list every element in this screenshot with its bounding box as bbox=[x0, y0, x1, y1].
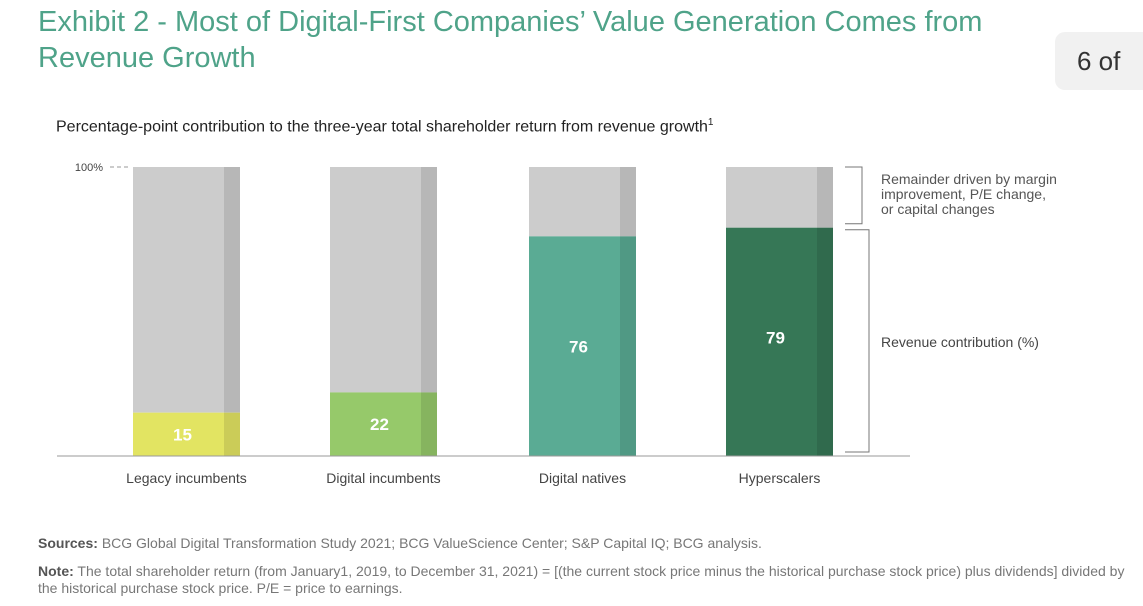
bracket-remainder bbox=[845, 166, 863, 225]
bar-remainder bbox=[330, 167, 437, 393]
bar-revenue bbox=[330, 392, 437, 456]
category-label: Digital natives bbox=[539, 470, 626, 486]
data-label: 76 bbox=[569, 337, 588, 356]
bar-revenue bbox=[726, 227, 833, 456]
data-label: 15 bbox=[173, 425, 192, 444]
stacked-bar-chart: 100% 15 Legacy incumbents 22 Digital incumbe… bbox=[57, 162, 1057, 486]
bar-remainder-shade bbox=[817, 167, 833, 228]
category-label: Digital incumbents bbox=[326, 470, 440, 486]
bar-remainder-shade bbox=[620, 167, 636, 237]
note-text: The total shareholder return (from Janua… bbox=[38, 563, 1125, 596]
data-label: 22 bbox=[370, 415, 389, 434]
bar-revenue bbox=[529, 236, 636, 456]
bar-revenue bbox=[133, 412, 240, 456]
chart-title-footnote: 1 bbox=[707, 117, 714, 128]
bar-remainder bbox=[133, 167, 240, 413]
category-label: Legacy incumbents bbox=[126, 470, 247, 486]
bar-revenue-shade bbox=[817, 227, 833, 456]
legend-remainder-line: Remainder driven by margin bbox=[881, 171, 1057, 187]
bar-revenue-shade bbox=[620, 236, 636, 456]
legend-remainder-line: improvement, P/E change, bbox=[881, 186, 1046, 202]
bar-revenue-shade bbox=[224, 412, 240, 456]
y-tick-label: 100% bbox=[75, 162, 103, 174]
note-label: Note: bbox=[38, 563, 74, 579]
exhibit-title: Exhibit 2 - Most of Digital-First Compan… bbox=[38, 6, 983, 74]
page-indicator[interactable]: 6 of bbox=[1055, 32, 1143, 90]
sources-label: Sources: bbox=[38, 535, 98, 551]
chart-title-text: Percentage-point contribution to the thr… bbox=[56, 118, 708, 136]
legend-revenue: Revenue contribution (%) bbox=[881, 334, 1039, 350]
chart-subtitle: Percentage-point contribution to the thr… bbox=[56, 117, 713, 136]
data-label: 79 bbox=[766, 329, 785, 348]
bracket-revenue bbox=[845, 229, 870, 453]
bar-remainder-shade bbox=[421, 167, 437, 393]
bar-remainder-shade bbox=[224, 167, 240, 413]
bar-remainder bbox=[529, 167, 636, 237]
legend-remainder-line: or capital changes bbox=[881, 201, 995, 217]
footnote: Note: The total shareholder return (from… bbox=[38, 563, 1128, 597]
category-label: Hyperscalers bbox=[739, 470, 821, 486]
sources-note: Sources: BCG Global Digital Transformati… bbox=[38, 535, 1128, 552]
bar-revenue-shade bbox=[421, 392, 437, 456]
bar-remainder bbox=[726, 167, 833, 228]
sources-text: BCG Global Digital Transformation Study … bbox=[101, 535, 762, 551]
